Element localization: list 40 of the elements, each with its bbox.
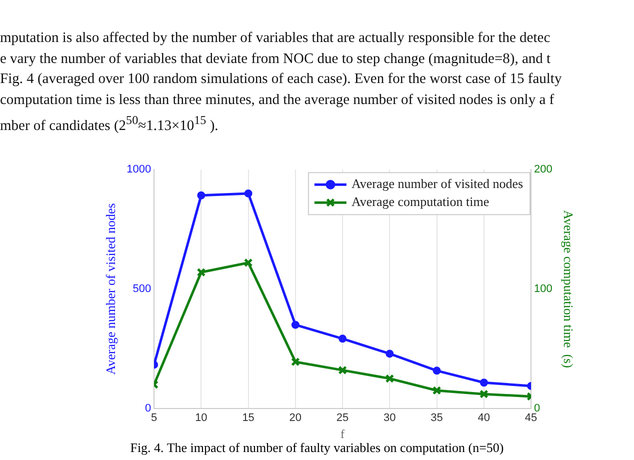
point bbox=[196, 268, 206, 277]
point bbox=[338, 366, 347, 375]
point bbox=[432, 386, 442, 395]
y-tick-label: 0 bbox=[144, 402, 152, 414]
point bbox=[479, 390, 488, 399]
caption: Fig. 4 (averaged over 100 random simulations of each case). Even for the worst case of 15 faulty bbox=[0, 70, 563, 89]
point bbox=[480, 378, 488, 387]
point bbox=[386, 350, 394, 358]
point bbox=[432, 366, 441, 375]
x-tick-label: 25 bbox=[336, 412, 349, 424]
text: computation time is less than three minutes, and the average number of visited nodes is only a f bbox=[0, 90, 556, 110]
y2-tick-label: 0 bbox=[534, 402, 540, 414]
x-tick-label: 40 bbox=[478, 412, 490, 424]
legend-label: Average number of visited nodes bbox=[351, 176, 524, 192]
x-tick-label: 45 bbox=[524, 412, 538, 424]
text: mputation is also affected by the number of variables that are actually responsible for the detec bbox=[0, 29, 552, 48]
x-tick-label: 30 bbox=[384, 412, 396, 424]
y-tick-label: 500 bbox=[132, 283, 152, 296]
point bbox=[244, 258, 253, 268]
point bbox=[291, 320, 300, 329]
y2-tick-label: 200 bbox=[534, 164, 552, 176]
y-tick-label: 1000 bbox=[126, 164, 152, 176]
point bbox=[197, 191, 206, 200]
legend-label: Average computation time bbox=[351, 194, 490, 210]
x-tick-label: 15 bbox=[242, 412, 254, 424]
x-tick-label: 35 bbox=[430, 412, 443, 424]
x-tick-label: 5 bbox=[151, 412, 158, 424]
point bbox=[338, 334, 347, 343]
point bbox=[291, 357, 300, 366]
point bbox=[244, 189, 252, 198]
y2-axis-title: Average computation time (s) bbox=[560, 210, 576, 368]
point bbox=[385, 374, 394, 383]
text: e vary the number of variables that deviate from NOC due to step change (magnitude=8), and t bbox=[0, 50, 552, 68]
x-axis-title: f bbox=[340, 426, 345, 441]
y2-tick-label: 100 bbox=[534, 283, 552, 296]
x-tick-label: 20 bbox=[289, 412, 302, 424]
x-tick-label: 10 bbox=[195, 412, 208, 424]
text: mber of candidates (2$^{50}$≈1.13×10$^{15}$ ). bbox=[0, 112, 220, 136]
caption: Fig. 4. The impact of number of faulty variables on computation (n=50) bbox=[129, 440, 505, 456]
y-axis-title: Average number of visited nodes bbox=[103, 203, 118, 375]
